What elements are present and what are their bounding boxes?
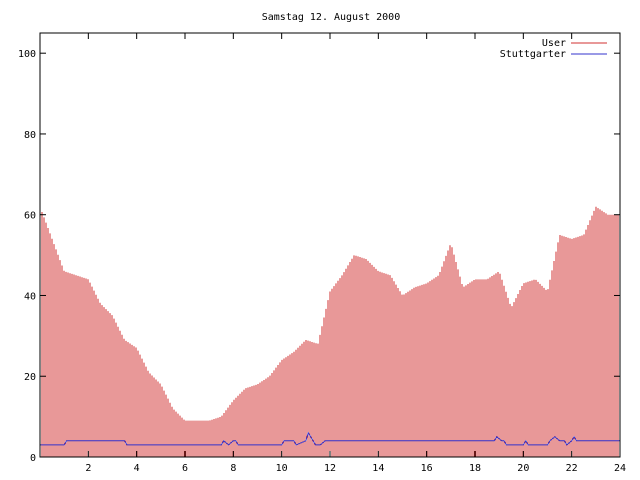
y-tick-label: 0 bbox=[30, 453, 36, 464]
x-tick-label: 24 bbox=[614, 463, 626, 474]
stuttgarter-line bbox=[40, 431, 620, 446]
x-tick-label: 16 bbox=[421, 463, 433, 474]
y-tick-label: 100 bbox=[18, 49, 36, 60]
x-tick-label: 20 bbox=[517, 463, 529, 474]
chart-title: Samstag 12. August 2000 bbox=[262, 12, 400, 23]
y-axis: 0 20 40 60 80 100 bbox=[18, 49, 620, 464]
y-tick-label: 20 bbox=[24, 372, 36, 383]
x-tick-label: 14 bbox=[372, 463, 384, 474]
legend-stuttgarter-label: Stuttgarter bbox=[500, 49, 566, 60]
y-tick-label: 80 bbox=[24, 130, 36, 141]
x-tick-label: 10 bbox=[276, 463, 288, 474]
user-bars bbox=[39, 206, 621, 457]
y-tick-label: 40 bbox=[24, 291, 36, 302]
legend: User Stuttgarter bbox=[500, 38, 607, 60]
x-tick-label: 22 bbox=[566, 463, 578, 474]
y-tick-label: 60 bbox=[24, 211, 36, 222]
x-tick-label: 8 bbox=[230, 463, 236, 474]
x-tick-label: 4 bbox=[134, 463, 140, 474]
x-tick-label: 2 bbox=[85, 463, 91, 474]
x-tick-label: 12 bbox=[324, 463, 336, 474]
legend-user-label: User bbox=[542, 38, 566, 49]
x-tick-label: 6 bbox=[182, 463, 188, 474]
x-tick-label: 18 bbox=[469, 463, 481, 474]
x-axis: 2 4 6 8 10 12 14 16 18 20 22 24 bbox=[85, 33, 626, 474]
